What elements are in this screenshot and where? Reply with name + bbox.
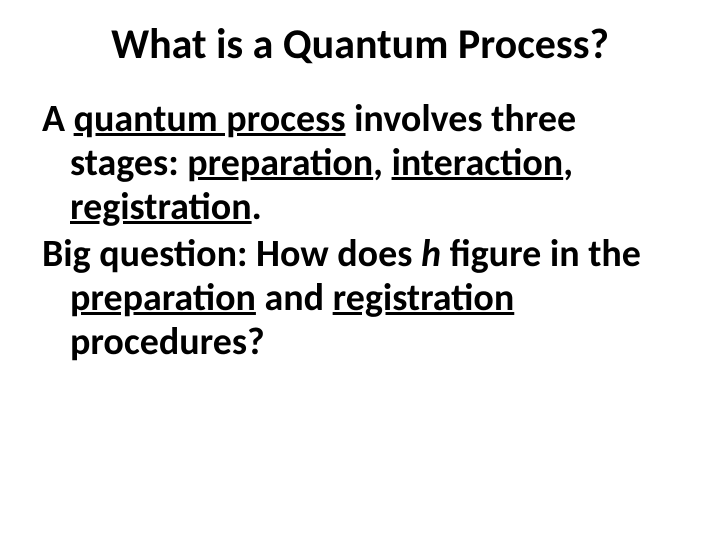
text-run: preparation	[70, 275, 256, 321]
text-run: h	[421, 231, 441, 277]
text-run: procedures?	[70, 319, 265, 365]
slide: What is a Quantum Process? A quantum pro…	[0, 0, 720, 540]
body-paragraph: A quantum process involves three stages:…	[42, 98, 680, 229]
text-run: registration	[70, 184, 252, 230]
text-run: ,	[563, 140, 573, 186]
text-run: and	[256, 275, 333, 321]
text-run: .	[252, 184, 262, 230]
body-paragraph: Big question: How does h figure in the p…	[42, 233, 680, 364]
text-run: A	[42, 96, 74, 142]
text-run: preparation	[187, 140, 373, 186]
text-run: Big question: How does	[42, 231, 421, 277]
text-run: figure in the	[441, 231, 641, 277]
slide-body: A quantum process involves three stages:…	[40, 98, 680, 364]
text-run: quantum process	[74, 96, 346, 142]
text-run: ,	[373, 140, 391, 186]
text-run: registration	[333, 275, 515, 321]
slide-title: What is a Quantum Process?	[40, 22, 680, 68]
text-run: interaction	[392, 140, 564, 186]
